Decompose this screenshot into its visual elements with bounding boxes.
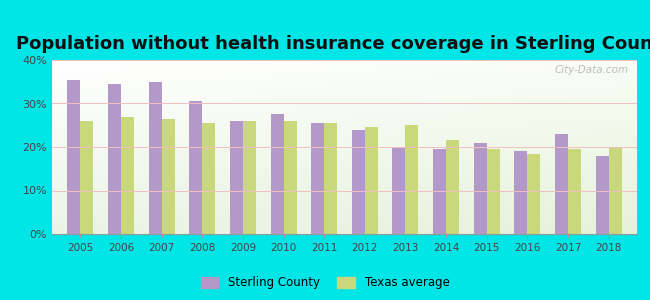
Bar [81, 121, 94, 234]
Bar [568, 149, 581, 234]
Bar [230, 121, 243, 234]
Text: City-Data.com: City-Data.com [554, 65, 628, 75]
Bar [283, 121, 296, 234]
Bar [365, 128, 378, 234]
Title: Population without health insurance coverage in Sterling County: Population without health insurance cove… [16, 35, 650, 53]
Bar [324, 123, 337, 234]
Bar [487, 149, 500, 234]
Bar [68, 80, 81, 234]
Legend: Sterling County, Texas average: Sterling County, Texas average [196, 272, 454, 294]
Bar [352, 130, 365, 234]
Bar [162, 119, 175, 234]
Bar [446, 140, 459, 234]
Bar [433, 149, 446, 234]
Bar [202, 123, 215, 234]
Bar [527, 154, 540, 234]
Bar [243, 121, 256, 234]
Bar [108, 84, 121, 234]
Bar [555, 134, 568, 234]
Bar [595, 156, 608, 234]
Bar [311, 123, 324, 234]
Bar [514, 152, 527, 234]
Bar [393, 147, 406, 234]
Bar [149, 82, 162, 234]
Bar [474, 143, 487, 234]
Bar [406, 125, 419, 234]
Bar [121, 116, 134, 234]
Bar [608, 147, 621, 234]
Bar [189, 101, 202, 234]
Bar [270, 114, 283, 234]
